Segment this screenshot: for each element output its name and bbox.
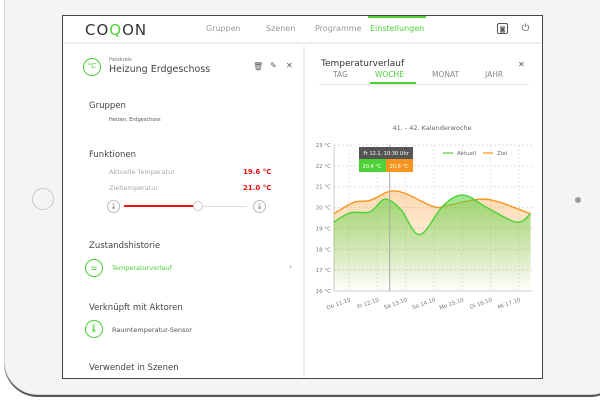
camera-icon[interactable]: ◙	[497, 23, 508, 34]
x-tick-label: Di 16.10	[469, 297, 493, 311]
nav-gruppen[interactable]: Gruppen	[206, 24, 241, 33]
increase-temp-button[interactable]: 🌡	[253, 200, 266, 213]
y-tick-label: 20 °C	[316, 206, 331, 212]
top-nav: COQON Gruppen Szenen Programme Einstellu…	[63, 16, 542, 44]
panel-title: Temperaturverlauf	[321, 59, 405, 69]
tooltip-ziel-value: 20,8 °C	[390, 164, 409, 170]
tab-jahr[interactable]: JAHR	[485, 70, 504, 79]
close-panel-icon[interactable]: ✕	[518, 60, 525, 69]
groups-heading: Gruppen	[89, 101, 126, 111]
area-aktuell	[333, 195, 531, 291]
x-tick-label: Fr 12.10	[357, 297, 381, 311]
history-heading: Zustandshistorie	[89, 241, 161, 251]
x-tick-label: Sa 13.10	[383, 297, 408, 311]
nav-einstellungen[interactable]: Einstellungen	[367, 16, 427, 33]
chart-title: 41. - 42. Kalenderwoche	[392, 124, 471, 132]
tooltip-header	[359, 147, 413, 159]
line-ziel	[333, 190, 531, 215]
chart-icon: ⚌	[85, 259, 103, 277]
y-tick-label: 17 °C	[316, 268, 331, 274]
functions-heading: Funktionen	[89, 150, 137, 160]
temp-slider-fill	[124, 205, 198, 207]
current-temp-value: 19.6 °C	[243, 168, 272, 176]
y-tick-label: 18 °C	[316, 247, 331, 253]
tab-woche[interactable]: WOCHE	[375, 70, 404, 79]
category-label: Heizkreis	[109, 57, 132, 63]
target-temp-label: Zieltemperatur	[109, 184, 159, 192]
line-aktuell	[333, 194, 532, 236]
current-temp-label: Aktuelle Temperatur	[109, 168, 175, 176]
tooltip-aktuell-box	[359, 159, 386, 172]
detail-panel: °C Heizkreis Heizung Erdgeschoss 🗑 ✎ ✕ G…	[63, 46, 305, 378]
y-tick-label: 16 °C	[316, 289, 331, 295]
scenes-heading: Verwendet in Szenen	[89, 363, 179, 373]
x-tick-label: Mo 15.10	[439, 297, 466, 312]
tooltip-label: Fr 12.1. 10:30 Uhr	[363, 151, 409, 157]
home-button	[32, 188, 54, 210]
x-tick-label: Mi 17.10	[497, 297, 522, 311]
nav-szenen[interactable]: Szenen	[266, 24, 296, 33]
logo: COQON	[85, 21, 148, 39]
tooltip-aktuell-value: 20,4 °C	[363, 164, 382, 170]
tooltip-ziel-box	[386, 159, 413, 172]
thermometer-icon: 🌡	[85, 320, 103, 338]
legend-label-aktuell: Aktuell	[457, 151, 477, 157]
power-icon[interactable]: ⏻	[521, 23, 530, 34]
history-panel: Temperaturverlauf ✕ TAG WOCHE MONAT JAHR	[307, 46, 542, 378]
edit-icon[interactable]: ✎	[270, 61, 277, 70]
actor-item-label: Raumtemperatur-Sensor	[112, 326, 193, 334]
y-tick-label: 23 °C	[316, 143, 331, 149]
target-temp-value: 21.0 °C	[243, 184, 272, 192]
nav-programme[interactable]: Programme	[315, 24, 362, 33]
close-icon[interactable]: ✕	[286, 61, 293, 70]
tab-tag[interactable]: TAG	[333, 70, 348, 79]
y-tick-label: 21 °C	[316, 185, 331, 191]
temp-slider-handle[interactable]	[192, 201, 203, 211]
history-item-label: Temperaturverlauf	[112, 264, 173, 272]
camera-lens	[575, 197, 581, 203]
temperature-icon: °C	[83, 58, 101, 76]
actors-heading: Verknüpft mit Aktoren	[89, 303, 183, 313]
x-tick-label: So 14.10	[412, 297, 437, 311]
active-tab-indicator	[370, 82, 416, 84]
temp-slider-track[interactable]	[124, 201, 247, 211]
legend-label-ziel: Ziel	[497, 151, 508, 157]
x-tick-label: Do 11.10	[326, 297, 352, 311]
y-tick-label: 19 °C	[316, 226, 331, 232]
groups-value: Heizen, Erdgeschoss	[109, 117, 161, 123]
chevron-right-icon: ›	[289, 262, 293, 271]
y-tick-label: 22 °C	[316, 164, 331, 170]
decrease-temp-button[interactable]: 🌡	[107, 200, 120, 213]
trash-icon[interactable]: 🗑	[253, 62, 264, 71]
tabs-divider	[319, 84, 529, 85]
detail-title: Heizung Erdgeschoss	[109, 64, 211, 75]
tab-monat[interactable]: MONAT	[432, 70, 460, 79]
